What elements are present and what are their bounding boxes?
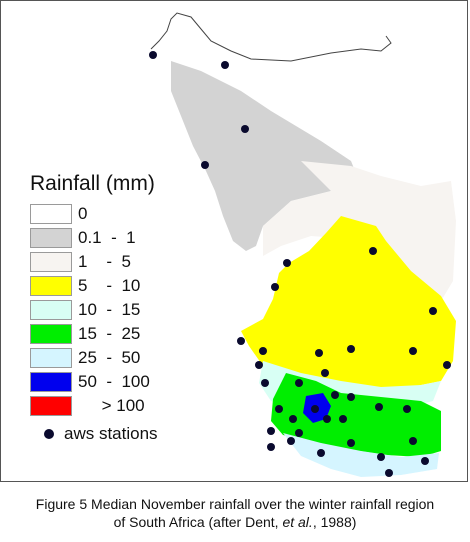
station-dot bbox=[267, 443, 275, 451]
station-dot bbox=[347, 345, 355, 353]
legend-label: 50 - 100 bbox=[78, 372, 150, 391]
station-dot bbox=[237, 337, 245, 345]
legend-swatch bbox=[30, 252, 72, 272]
station-dot bbox=[331, 391, 339, 399]
legend-item: 15 - 25 bbox=[30, 324, 220, 346]
zone-0.1-1 bbox=[171, 61, 361, 251]
station-dot bbox=[385, 469, 393, 477]
map-frame bbox=[0, 0, 468, 482]
station-dot bbox=[347, 439, 355, 447]
figure-caption: Figure 5 Median November rainfall over t… bbox=[0, 495, 470, 531]
station-dot bbox=[295, 379, 303, 387]
legend-label: 0 bbox=[78, 204, 88, 223]
station-dot bbox=[409, 437, 417, 445]
station-dot bbox=[241, 125, 249, 133]
zone-5-10 bbox=[241, 216, 456, 389]
station-dot bbox=[261, 379, 269, 387]
legend-title: Rainfall (mm) bbox=[30, 172, 155, 195]
legend-label: 1 - 5 bbox=[78, 252, 131, 271]
legend-stations: aws stations bbox=[44, 424, 244, 446]
legend-label: 25 - 50 bbox=[78, 348, 141, 367]
station-dot bbox=[317, 449, 325, 457]
station-dot bbox=[287, 437, 295, 445]
legend-swatch bbox=[30, 300, 72, 320]
legend-item: 5 - 10 bbox=[30, 276, 220, 298]
rainfall-map bbox=[149, 12, 456, 477]
station-dot bbox=[283, 259, 291, 267]
station-dot bbox=[339, 415, 347, 423]
legend-swatch bbox=[30, 348, 72, 368]
legend-item: 0 bbox=[30, 204, 220, 226]
station-marker-icon bbox=[44, 429, 54, 439]
legend-swatch bbox=[30, 276, 72, 296]
station-dot bbox=[443, 361, 451, 369]
station-dot bbox=[315, 349, 323, 357]
coastline bbox=[150, 12, 392, 62]
station-dot bbox=[221, 61, 229, 69]
station-dot bbox=[289, 415, 297, 423]
zone-15-25 bbox=[271, 373, 441, 457]
legend-item: 25 - 50 bbox=[30, 348, 220, 370]
caption-line-2-end: , 1988) bbox=[312, 514, 357, 530]
caption-et-al: et al. bbox=[282, 514, 313, 530]
station-dot bbox=[323, 415, 331, 423]
station-dot bbox=[149, 51, 157, 59]
station-dot bbox=[403, 405, 411, 413]
legend-item: 0.1 - 1 bbox=[30, 228, 220, 250]
caption-line-1: Figure 5 Median November rainfall over t… bbox=[35, 496, 435, 512]
station-dot bbox=[259, 347, 267, 355]
station-dot bbox=[421, 457, 429, 465]
stations-label: aws stations bbox=[64, 424, 158, 443]
legend-item: > 100 bbox=[30, 396, 220, 418]
station-dot bbox=[271, 283, 279, 291]
caption-line-2-start: of South Africa (after Dent, bbox=[113, 514, 283, 530]
station-dot bbox=[409, 347, 417, 355]
station-dot bbox=[375, 403, 383, 411]
zone-25-50 bbox=[283, 433, 439, 477]
station-dot bbox=[275, 405, 283, 413]
station-dot bbox=[347, 393, 355, 401]
legend-label: 10 - 15 bbox=[78, 300, 141, 319]
station-dot bbox=[311, 405, 319, 413]
station-dot bbox=[377, 453, 385, 461]
legend-label: 0.1 - 1 bbox=[78, 228, 136, 247]
legend-label: 5 - 10 bbox=[78, 276, 141, 295]
legend-swatch bbox=[30, 228, 72, 248]
station-dot bbox=[295, 429, 303, 437]
station-dot bbox=[321, 369, 329, 377]
legend-label: 15 - 25 bbox=[78, 324, 141, 343]
legend-item: 1 - 5 bbox=[30, 252, 220, 274]
station-dot bbox=[201, 161, 209, 169]
legend-swatch bbox=[30, 372, 72, 392]
legend-swatch bbox=[30, 204, 72, 224]
station-dot bbox=[255, 361, 263, 369]
legend-item: 10 - 15 bbox=[30, 300, 220, 322]
station-dot bbox=[429, 307, 437, 315]
legend-swatch bbox=[30, 396, 72, 416]
caption-line-2: of South Africa (after Dent, et al., 198… bbox=[0, 513, 470, 531]
legend-swatch bbox=[30, 324, 72, 344]
legend-item: 50 - 100 bbox=[30, 372, 220, 394]
station-dot bbox=[267, 427, 275, 435]
legend-label: > 100 bbox=[78, 396, 145, 415]
station-dot bbox=[369, 247, 377, 255]
